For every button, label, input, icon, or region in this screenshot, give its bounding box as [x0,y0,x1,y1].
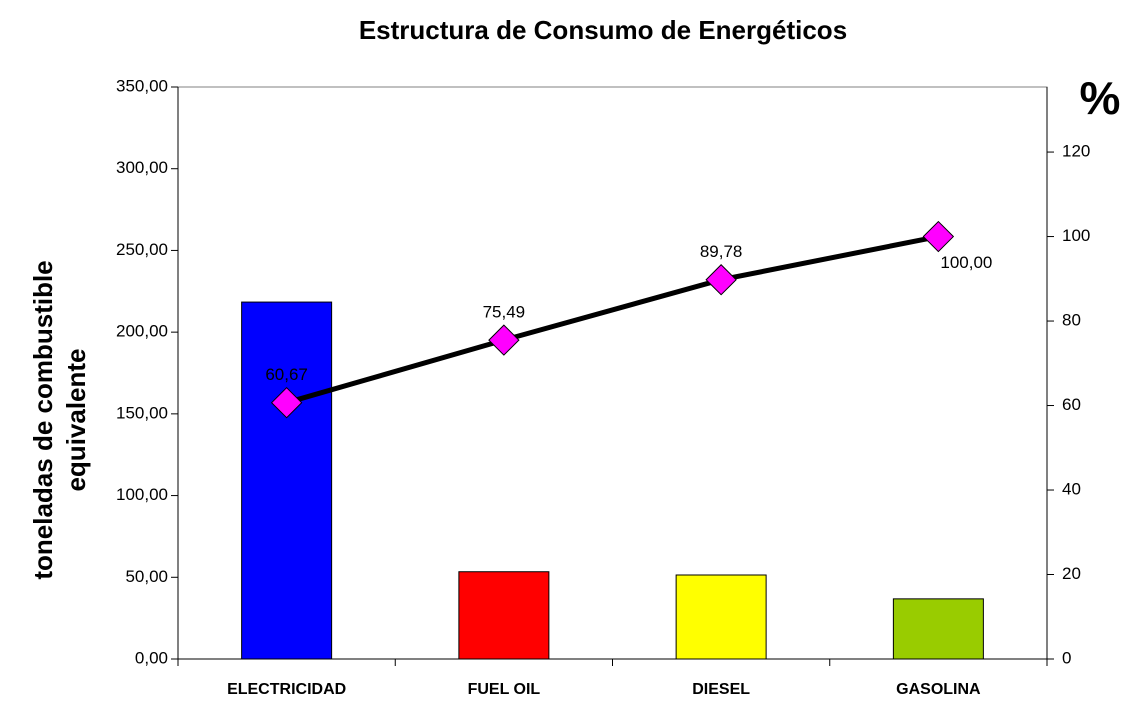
y2-tick-label: 40 [1062,480,1081,499]
data-label: 100,00 [940,253,992,272]
bar [892,598,984,660]
y-tick-label: 50,00 [125,567,168,586]
line [285,234,939,406]
marker [922,220,955,253]
y-tick-label: 350,00 [116,76,168,95]
x-tick-label: FUEL OIL [468,681,541,698]
bar [458,571,550,660]
y2-tick-label: 0 [1062,648,1071,667]
y-tick-label: 0,00 [135,648,168,667]
y2-axis-label: % [1080,72,1121,124]
y2-tick-label: 100 [1062,226,1090,245]
y-tick-label: 250,00 [116,240,168,259]
chart-title: Estructura de Consumo de Energéticos [359,15,847,45]
data-label: 75,49 [483,303,526,322]
y2-tick-label: 60 [1062,395,1081,414]
y-axis-label: toneladas de combustible equivalente [28,260,91,579]
y2-tick-label: 120 [1062,142,1090,161]
marker [488,324,520,356]
y-tick-label: 150,00 [116,403,168,422]
y-tick-label: 200,00 [116,322,168,341]
y2-tick-label: 20 [1062,564,1081,583]
data-label: 60,67 [265,365,308,384]
bar [675,574,767,660]
bar [241,301,333,660]
y-axis-label-line: toneladas de combustible [28,260,58,579]
data-label: 89,78 [700,242,743,261]
y2-tick-label: 80 [1062,311,1081,330]
y-tick-label: 100,00 [116,485,168,504]
marker [270,386,303,419]
marker [705,264,737,296]
y-axis-label-line: equivalente [61,348,91,491]
x-tick-label: GASOLINA [896,681,981,698]
x-tick-label: DIESEL [692,681,750,698]
y-tick-label: 300,00 [116,158,168,177]
x-tick-label: ELECTRICIDAD [227,681,346,698]
